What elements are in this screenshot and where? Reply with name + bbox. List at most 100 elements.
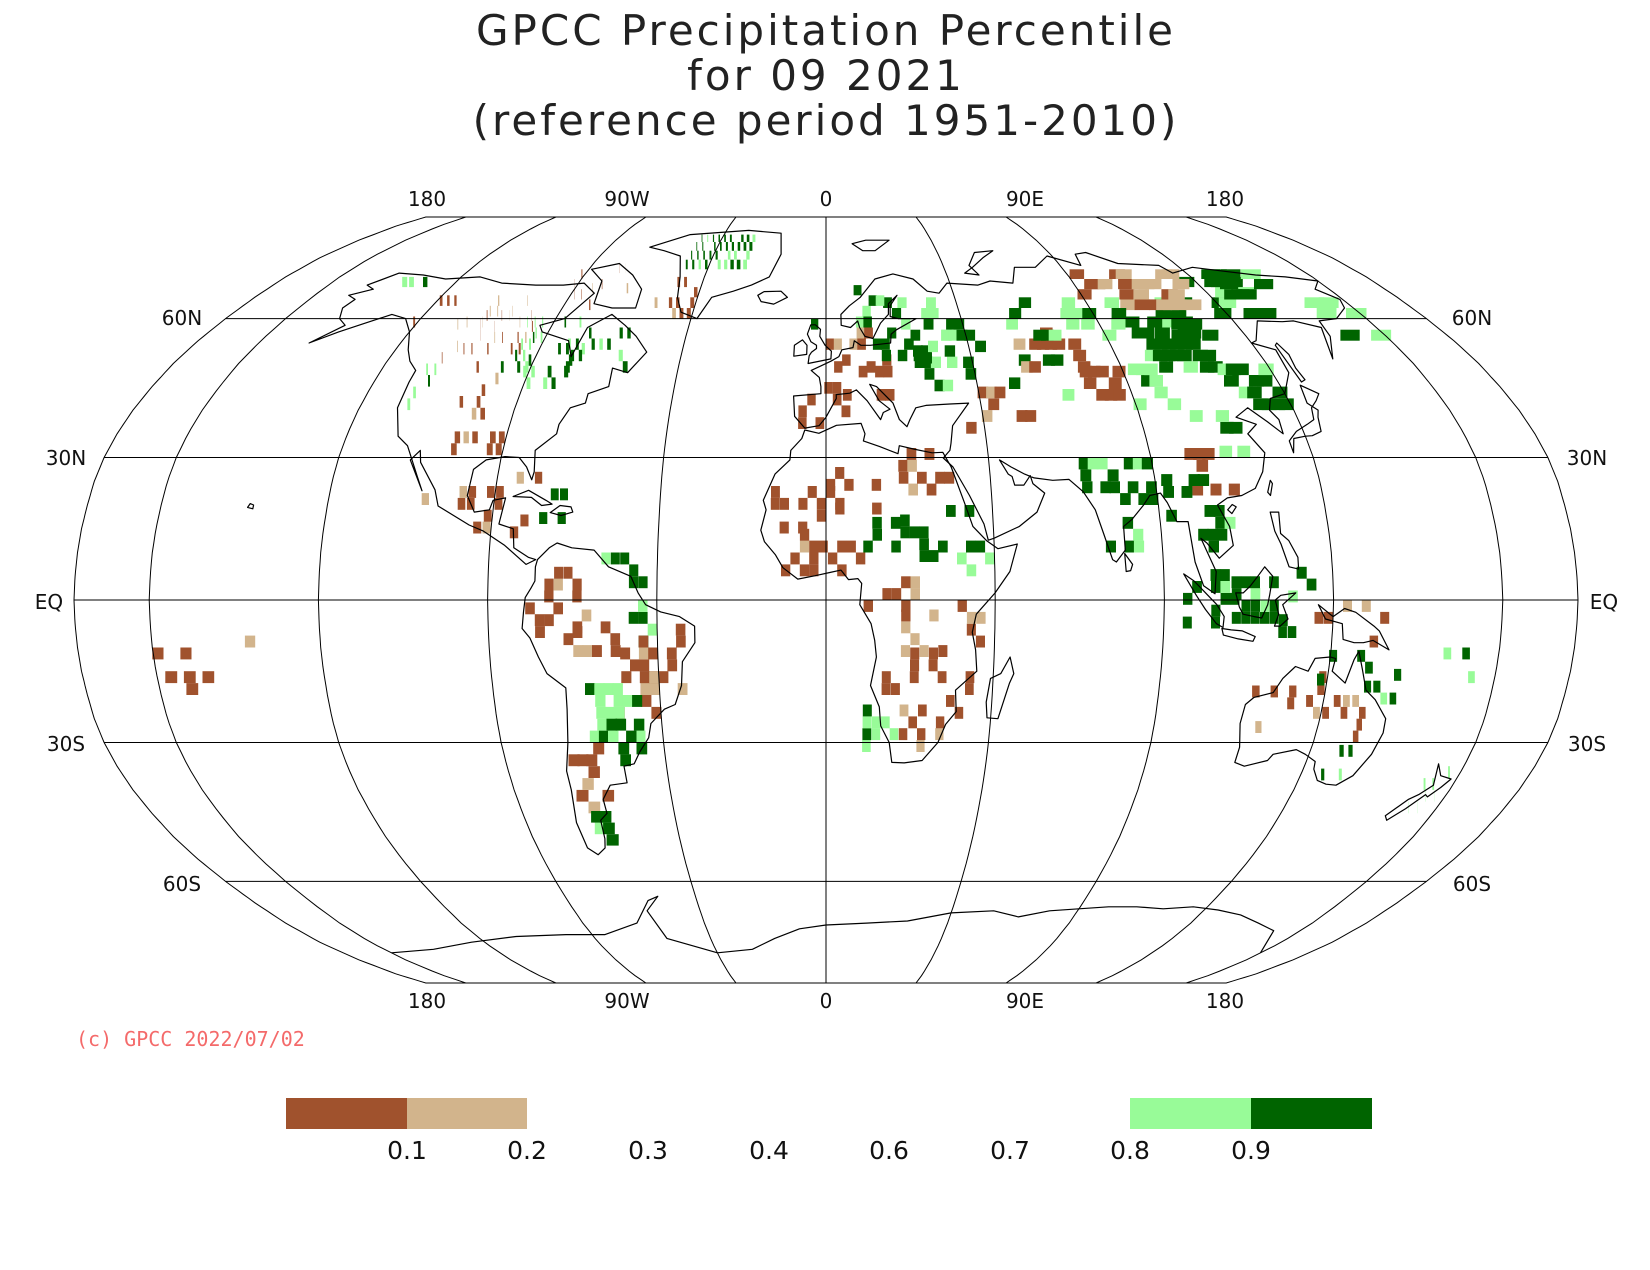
percentile-cell-very-wet (697, 250, 699, 260)
percentile-cell-very-dry (481, 384, 486, 396)
percentile-cell-very-wet (591, 811, 603, 823)
percentile-cell-very-wet (1141, 375, 1155, 387)
percentile-cell-very-dry (531, 320, 533, 332)
percentile-cell-wet (612, 683, 623, 695)
percentile-cell-very-wet (1111, 308, 1127, 319)
percentile-cell-very-wet (1253, 398, 1268, 411)
percentile-cell-very-wet (1192, 349, 1208, 362)
percentile-cell-very-wet (720, 242, 722, 251)
percentile-cell-very-dry (1287, 697, 1295, 710)
copyright-note: (c) GPCC 2022/07/02 (76, 1027, 305, 1051)
percentile-cell-very-wet (603, 822, 615, 835)
percentile-cell-very-dry (544, 590, 554, 603)
percentile-cell-very-wet (1317, 673, 1325, 686)
percentile-cell-dry (516, 471, 524, 484)
percentile-cell-dry (588, 801, 601, 814)
percentile-cell-very-dry (553, 602, 563, 615)
percentile-cell-very-wet (964, 329, 976, 341)
percentile-cell-dry (1184, 299, 1202, 311)
percentile-cell-very-wet (1240, 576, 1251, 589)
percentile-cell-dry (463, 431, 469, 444)
percentile-cell-very-dry (809, 552, 819, 565)
percentile-cell-wet (1443, 647, 1452, 660)
percentile-cell-wet (921, 308, 932, 319)
percentile-cell-very-dry (779, 521, 789, 534)
percentile-cell-wet (862, 305, 871, 317)
percentile-cell-wet (579, 316, 582, 328)
percentile-cell-very-wet (1221, 269, 1241, 279)
percentile-cell-wet (402, 276, 408, 288)
percentile-cell-very-dry (1104, 389, 1118, 401)
percentile-cell-very-dry (1289, 685, 1297, 698)
percentile-cell-dry (494, 331, 496, 343)
percentile-cell-very-wet (900, 514, 910, 527)
percentile-cell-very-dry (621, 671, 632, 684)
percentile-cell-very-wet (1241, 611, 1251, 624)
percentile-cell-very-dry (496, 486, 504, 498)
percentile-cell-very-dry (572, 578, 582, 591)
percentile-cell-very-wet (1176, 349, 1192, 362)
percentile-cell-dry (1161, 269, 1180, 279)
percentile-cell-very-wet (1204, 505, 1216, 517)
percentile-cell-very-wet (1231, 576, 1242, 589)
percentile-cell-very-wet (953, 318, 965, 330)
percentile-cell-very-wet (730, 259, 734, 270)
percentile-cell-dry (1172, 279, 1190, 290)
percentile-cell-very-wet (575, 338, 579, 350)
percentile-cell-very-wet (1185, 327, 1202, 339)
percentile-cell-very-dry (463, 343, 465, 355)
lon-label-bottom-90w: 90W (604, 989, 649, 1013)
percentile-cell-dry (471, 407, 477, 420)
percentile-cell-wet (942, 379, 954, 392)
percentile-cell-very-wet (956, 329, 968, 341)
percentile-cell-wet (698, 259, 701, 270)
percentile-cell-very-wet (1042, 354, 1056, 366)
percentile-cell-very-wet (975, 340, 986, 353)
percentile-cell-very-dry (1079, 365, 1093, 378)
percentile-cell-wet (1144, 363, 1158, 376)
percentile-cell-very-wet (919, 526, 929, 539)
percentile-cell-very-wet (946, 505, 956, 517)
percentile-cell-very-dry (480, 407, 485, 420)
coastline-new-guinea (1317, 604, 1390, 651)
percentile-cell-dry (573, 645, 584, 657)
percentile-cell-dry (1313, 706, 1320, 719)
lon-label-top-180e: 180 (1206, 187, 1244, 211)
percentile-cell-very-wet (607, 338, 611, 350)
percentile-cell-wet (1048, 329, 1062, 341)
percentile-cell-very-wet (862, 728, 872, 741)
percentile-cell-wet (1304, 297, 1325, 308)
percentile-cell-very-dry (572, 621, 583, 634)
percentile-cell-very-wet (919, 550, 929, 562)
percentile-cell-very-dry (648, 647, 658, 660)
coastline-eurasia (793, 251, 1346, 595)
percentile-cell-very-wet (1198, 528, 1209, 541)
percentile-cell-very-dry (454, 431, 461, 444)
percentile-cell-very-dry (563, 633, 574, 646)
percentile-cell-very-wet (1208, 540, 1219, 553)
percentile-cell-very-dry (1096, 365, 1109, 378)
percentile-cell-very-wet (622, 361, 628, 373)
percentile-cell-very-wet (1183, 592, 1193, 605)
lat-label-right-30s: 30S (1568, 732, 1606, 756)
percentile-cell-very-dry (898, 471, 909, 484)
percentile-cell-very-wet (919, 538, 929, 551)
percentile-cell-very-wet (701, 234, 703, 242)
percentile-cell-wet (1183, 361, 1198, 373)
percentile-cell-wet (743, 259, 747, 270)
percentile-cell-wet (1224, 516, 1236, 529)
percentile-cell-dry (986, 386, 997, 399)
percentile-cell-very-wet (599, 811, 612, 823)
percentile-cell-very-dry (834, 361, 843, 373)
percentile-cell-very-dry (938, 645, 948, 657)
percentile-cell-wet (1136, 363, 1150, 376)
percentile-cell-very-dry (798, 497, 808, 510)
percentile-cell-very-dry (1314, 611, 1324, 624)
percentile-cell-very-wet (1146, 481, 1157, 494)
percentile-cell-very-wet (913, 345, 923, 357)
percentile-cell-very-dry (815, 417, 825, 429)
percentile-cell-very-dry (835, 467, 845, 479)
percentile-cell-very-dry (544, 578, 554, 591)
percentile-cell-very-dry (917, 471, 927, 484)
percentile-cell-very-wet (1078, 457, 1090, 470)
